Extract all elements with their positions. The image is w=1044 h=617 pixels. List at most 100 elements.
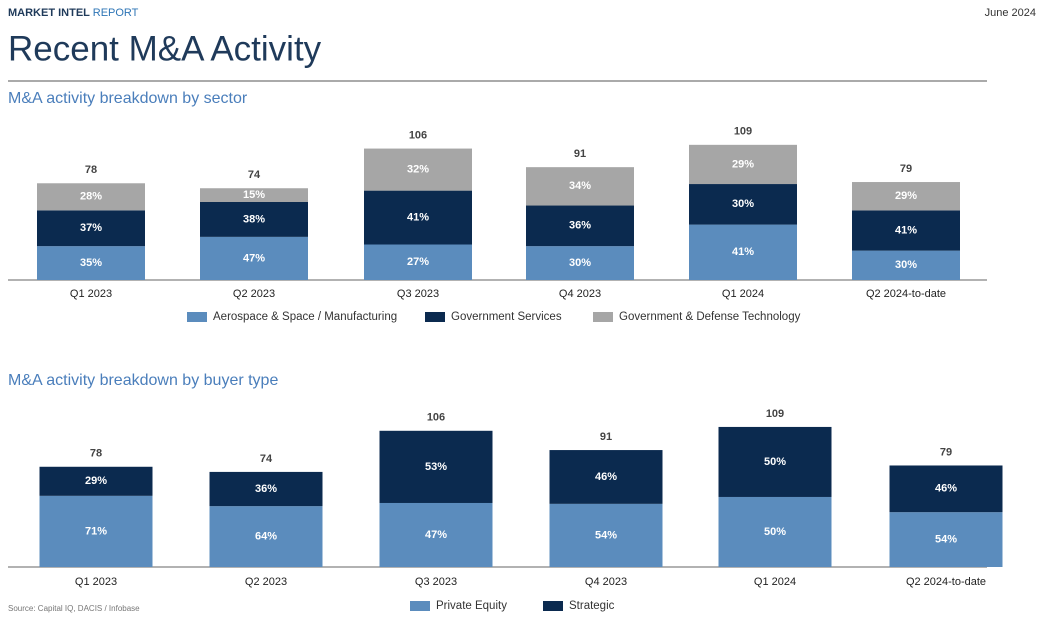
bar-segment <box>549 503 663 567</box>
bar-segment <box>200 188 308 203</box>
category-label: Q3 2023 <box>415 576 457 588</box>
category-label: Q3 2023 <box>397 288 439 300</box>
segment-label: 15% <box>243 189 265 201</box>
bar-segment <box>209 506 323 567</box>
bar-segment <box>852 182 960 211</box>
total-label: 91 <box>574 148 586 160</box>
bar-segment <box>549 450 663 504</box>
legend-label: Government & Defense Technology <box>619 311 801 323</box>
category-label: Q1 2023 <box>75 576 117 588</box>
segment-label: 30% <box>732 198 754 210</box>
chart-subtitle: M&A activity breakdown by buyer type <box>8 372 278 389</box>
bar-segment <box>718 496 832 567</box>
segment-label: 36% <box>569 220 591 232</box>
total-label: 78 <box>85 164 97 176</box>
bar-segment <box>364 244 472 280</box>
bar-segment <box>379 430 493 503</box>
category-label: Q4 2023 <box>559 288 601 300</box>
segment-label: 41% <box>732 246 754 258</box>
bar-segment <box>364 190 472 245</box>
segment-label: 29% <box>895 190 917 202</box>
segment-label: 38% <box>243 213 265 225</box>
legend-swatch <box>425 312 445 322</box>
segment-label: 64% <box>255 530 277 542</box>
total-label: 109 <box>766 408 784 420</box>
legend-swatch <box>593 312 613 322</box>
total-label: 78 <box>90 448 102 460</box>
bar-segment <box>526 167 634 206</box>
segment-label: 47% <box>243 252 265 264</box>
bar-segment <box>889 465 1003 513</box>
total-label: 74 <box>260 453 273 465</box>
segment-label: 35% <box>80 257 102 269</box>
segment-label: 54% <box>935 533 957 545</box>
legend-label: Government Services <box>451 311 562 323</box>
segment-label: 46% <box>595 471 617 483</box>
segment-label: 37% <box>80 222 102 234</box>
bar-segment <box>379 502 493 567</box>
legend-swatch <box>543 601 563 611</box>
bar-segment <box>852 210 960 251</box>
category-label: Q2 2024-to-date <box>906 576 986 588</box>
category-label: Q4 2023 <box>585 576 627 588</box>
total-label: 79 <box>900 163 912 175</box>
category-label: Q2 2023 <box>245 576 287 588</box>
segment-label: 50% <box>764 526 786 538</box>
total-label: 106 <box>427 412 445 424</box>
bar-segment <box>852 250 960 280</box>
bar-segment <box>200 202 308 237</box>
segment-label: 53% <box>425 461 447 473</box>
bar-segment <box>526 246 634 280</box>
bar-segment <box>39 495 153 567</box>
bar-segment <box>526 205 634 247</box>
category-label: Q1 2023 <box>70 288 112 300</box>
segment-label: 34% <box>569 180 591 192</box>
brand: MARKET INTEL REPORT <box>8 7 139 19</box>
segment-label: 27% <box>407 256 429 268</box>
page-title: Recent M&A Activity <box>8 29 322 68</box>
segment-label: 29% <box>732 158 754 170</box>
category-label: Q2 2023 <box>233 288 275 300</box>
bar-segment <box>689 144 797 185</box>
segment-label: 41% <box>895 224 917 236</box>
bar-segment <box>689 184 797 225</box>
chart-subtitle: M&A activity breakdown by sector <box>8 90 248 107</box>
segment-label: 28% <box>80 191 102 203</box>
legend-label: Strategic <box>569 600 615 612</box>
bar-segment <box>364 148 472 191</box>
segment-label: 71% <box>85 525 107 537</box>
report-date: June 2024 <box>985 7 1036 19</box>
bar-segment <box>200 236 308 280</box>
brand-name: MARKET INTEL <box>8 7 90 19</box>
total-label: 74 <box>248 169 261 181</box>
brand-suffix: REPORT <box>93 7 139 19</box>
segment-label: 54% <box>595 529 617 541</box>
segment-label: 50% <box>764 456 786 468</box>
category-label: Q2 2024-to-date <box>866 288 946 300</box>
bar-segment <box>37 210 145 247</box>
bar-segment <box>39 466 153 496</box>
segment-label: 46% <box>935 483 957 495</box>
bar-segment <box>37 246 145 280</box>
legend-swatch <box>187 312 207 322</box>
segment-label: 29% <box>85 475 107 487</box>
bar-segment <box>889 512 1003 567</box>
bar-segment <box>689 224 797 280</box>
legend-swatch <box>410 601 430 611</box>
total-label: 79 <box>940 446 952 458</box>
source-note: Source: Capital IQ, DACIS / Infobase <box>8 604 140 613</box>
segment-label: 32% <box>407 163 429 175</box>
segment-label: 30% <box>895 259 917 271</box>
category-label: Q1 2024 <box>754 576 796 588</box>
total-label: 106 <box>409 129 427 141</box>
category-label: Q1 2024 <box>722 288 764 300</box>
bar-segment <box>718 426 832 497</box>
total-label: 91 <box>600 431 612 443</box>
segment-label: 41% <box>407 211 429 223</box>
total-label: 109 <box>734 126 752 138</box>
segment-label: 30% <box>569 257 591 269</box>
legend-label: Private Equity <box>436 600 507 612</box>
bar-segment <box>37 183 145 211</box>
legend-label: Aerospace & Space / Manufacturing <box>213 311 397 323</box>
